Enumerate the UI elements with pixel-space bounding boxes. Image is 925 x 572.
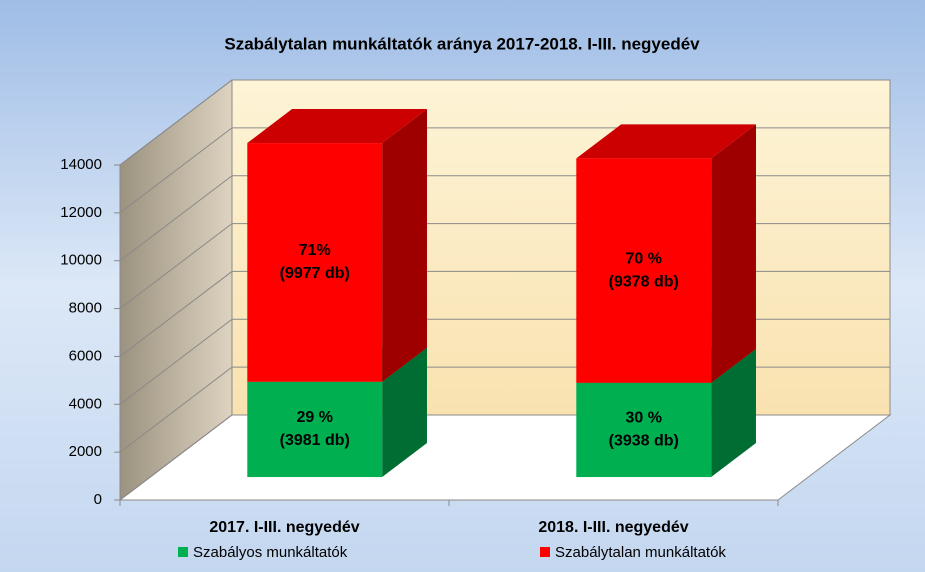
chart-title: Szabálytalan munkáltatók aránya 2017-201… (224, 34, 700, 53)
bar (576, 158, 712, 383)
legend-label: Szabálytalan munkáltatók (555, 544, 726, 561)
bar-side (382, 347, 427, 478)
x-tick-label: 2017. I-III. negyedév (209, 519, 359, 536)
y-tick-label: 4000 (69, 395, 102, 412)
y-tick-label: 6000 (69, 347, 102, 364)
legend-swatch (178, 547, 188, 557)
bar-top (576, 124, 756, 159)
data-label: 30 % (626, 410, 662, 427)
bar-top (247, 109, 427, 144)
y-tick-label: 0 (94, 491, 102, 508)
bar-side (711, 124, 756, 383)
bar-side (382, 109, 427, 382)
y-tick-label: 12000 (60, 204, 102, 221)
floor (118, 414, 892, 501)
data-label: (9378 db) (609, 273, 679, 290)
grid-line (119, 79, 890, 166)
bar (247, 143, 383, 382)
y-tick-label: 10000 (60, 252, 102, 269)
data-label: 29 % (297, 409, 333, 426)
data-label: 71% (299, 242, 331, 259)
data-label: (3938 db) (609, 433, 679, 450)
bar-side (711, 348, 756, 478)
y-tick-label: 8000 (69, 300, 102, 317)
data-label: (3981 db) (280, 432, 350, 449)
legend-label: Szabályos munkáltatók (193, 544, 348, 561)
bar (247, 381, 383, 478)
x-tick-label: 2018. I-III. negyedév (538, 519, 688, 536)
bar (576, 382, 712, 478)
legend-swatch (540, 547, 550, 557)
data-label: 70 % (626, 250, 662, 267)
data-label: (9977 db) (280, 265, 350, 282)
y-tick-label: 2000 (69, 443, 102, 460)
y-tick-label: 14000 (60, 156, 102, 173)
